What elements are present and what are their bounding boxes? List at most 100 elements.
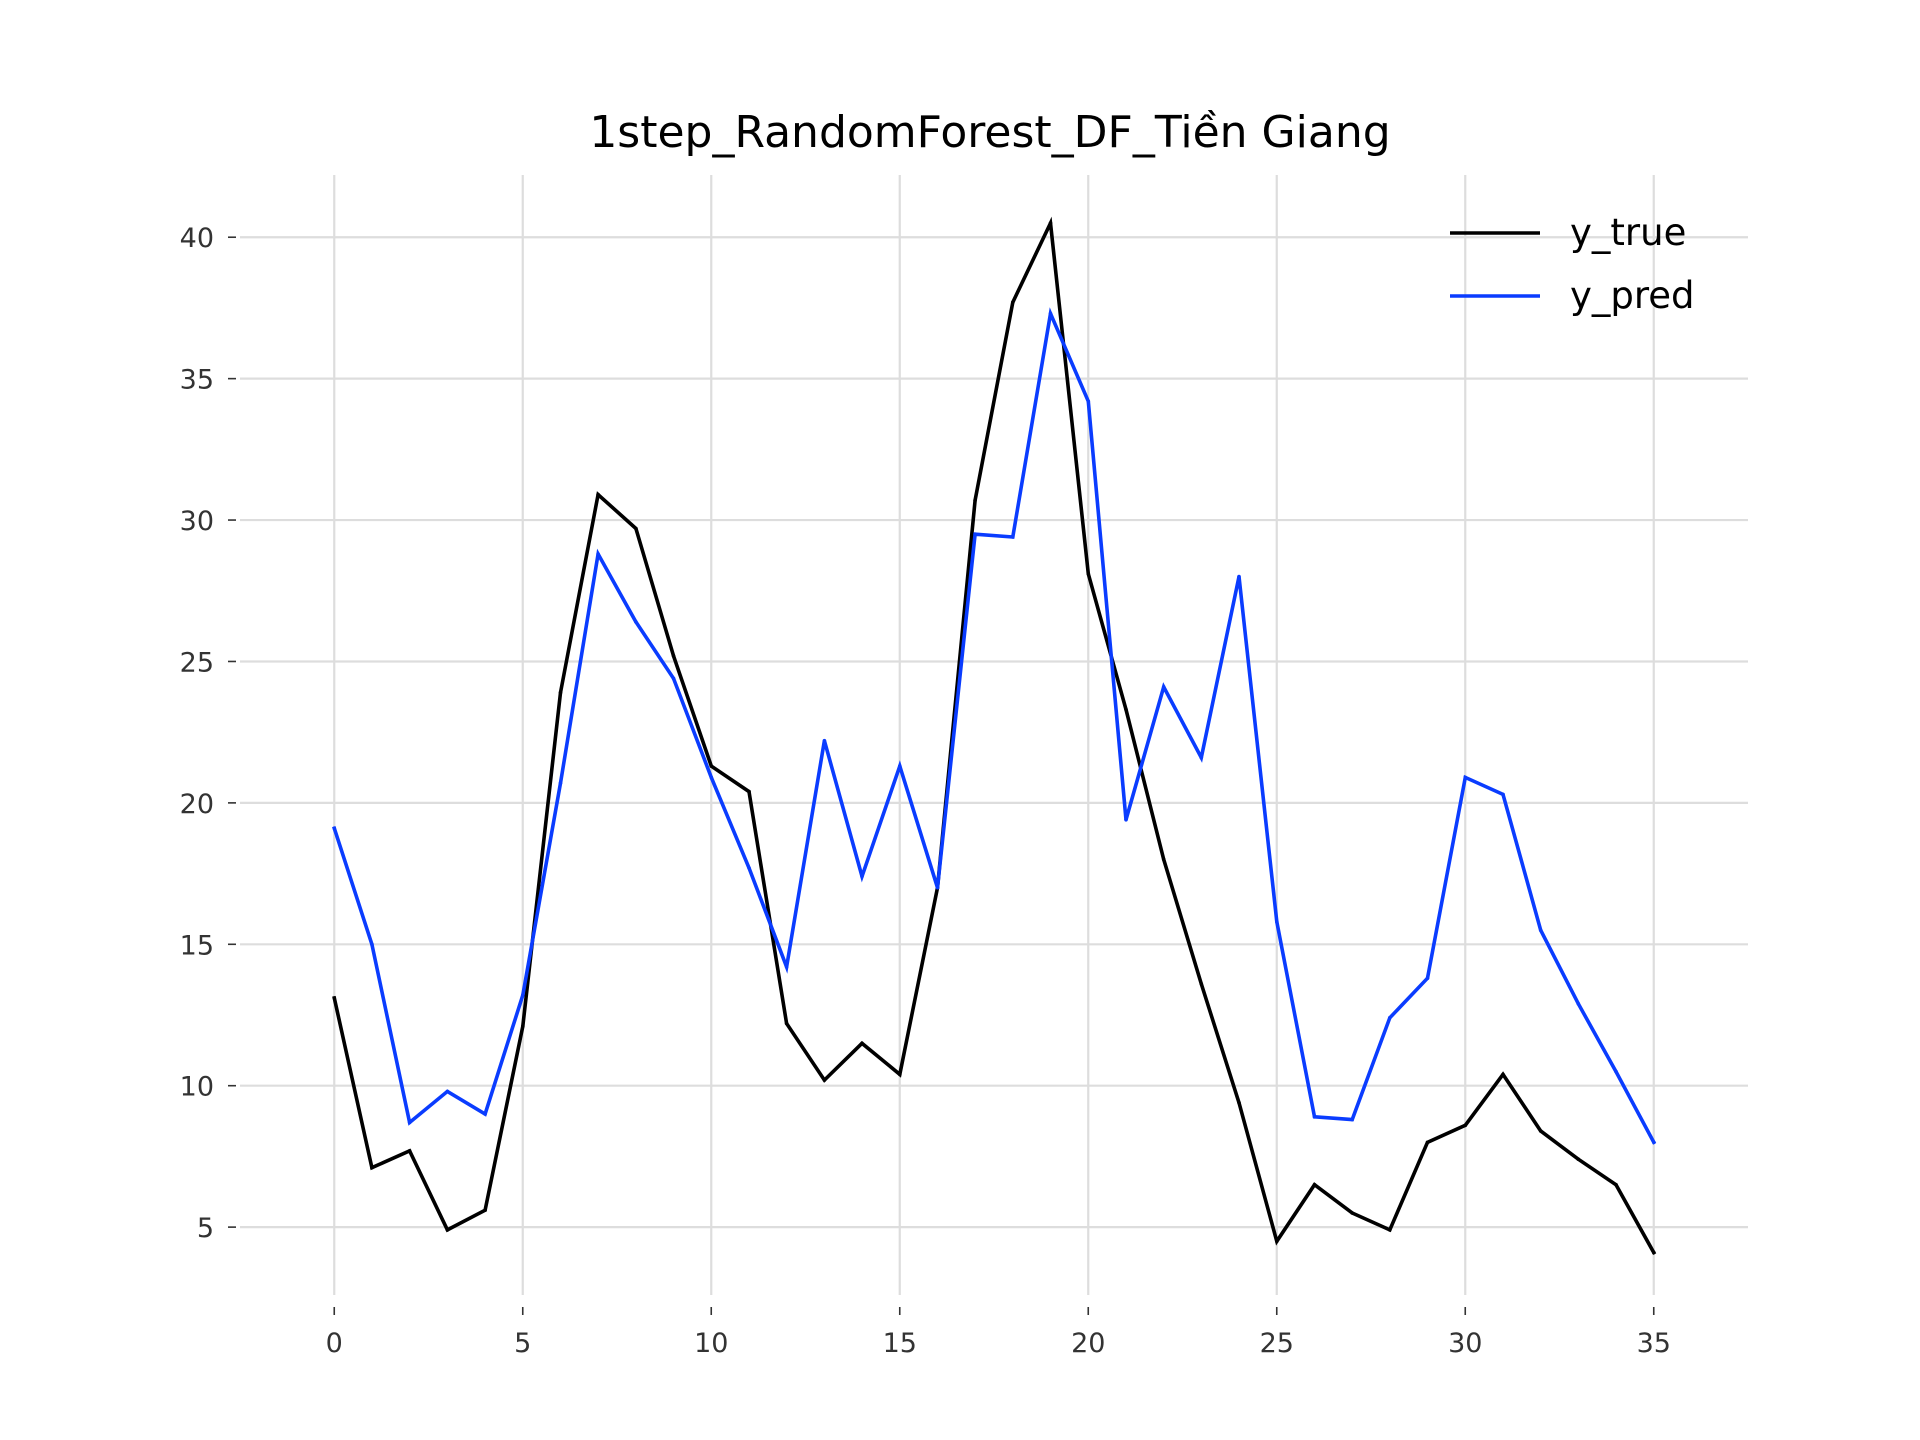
- data-point-y_true: [1501, 1072, 1505, 1077]
- data-point-y_pred: [784, 965, 789, 969]
- data-point-y_true: [1124, 707, 1128, 712]
- series-line-y_true: [332, 216, 1657, 1256]
- data-point-y_true: [1161, 857, 1166, 862]
- data-point-y_true: [407, 1149, 412, 1153]
- data-point-y_true: [445, 1228, 450, 1232]
- data-point-y_pred: [671, 676, 676, 681]
- x-tick-label: 30: [1448, 1328, 1482, 1359]
- y-tick-label: 20: [180, 789, 214, 820]
- data-point-y_true: [1538, 1129, 1543, 1133]
- y-tick-label: 30: [180, 506, 214, 537]
- data-point-y_pred: [1086, 399, 1091, 404]
- y-tick-label: 5: [197, 1213, 214, 1244]
- x-tick-label: 25: [1260, 1328, 1294, 1359]
- y-tick-label: 35: [180, 365, 214, 396]
- data-point-y_pred: [1275, 919, 1279, 924]
- data-point-y_true: [370, 1165, 374, 1170]
- data-point-y_pred: [521, 993, 525, 997]
- data-point-y_true: [1011, 300, 1015, 305]
- data-point-y_true: [709, 764, 714, 768]
- y-tick-label: 25: [180, 647, 214, 678]
- chart-title: 1step_RandomForest_DF_Tiền Giang: [589, 107, 1390, 158]
- x-tick-label: 20: [1071, 1328, 1105, 1359]
- data-point-y_true: [1425, 1140, 1430, 1145]
- data-point-y_pred: [1237, 574, 1241, 579]
- data-point-y_pred: [1199, 755, 1204, 760]
- x-tick-label: 5: [514, 1328, 531, 1359]
- data-point-y_pred: [332, 826, 337, 831]
- data-point-y_true: [1086, 572, 1091, 576]
- data-point-y_true: [634, 526, 638, 531]
- series-y_true: [332, 216, 1657, 1256]
- legend-label-y_true: y_true: [1570, 211, 1686, 254]
- data-point-y_true: [822, 1078, 827, 1082]
- x-tick-label: 0: [326, 1328, 343, 1359]
- data-point-y_pred: [1011, 535, 1015, 539]
- data-point-y_pred: [973, 532, 977, 536]
- data-point-y_true: [1614, 1182, 1618, 1187]
- data-point-y_true: [1237, 1100, 1241, 1105]
- data-point-y_pred: [1614, 1069, 1618, 1074]
- data-point-y_pred: [860, 874, 864, 879]
- data-point-y_true: [1652, 1250, 1656, 1255]
- data-point-y_true: [1350, 1211, 1354, 1215]
- data-point-y_true: [1275, 1239, 1279, 1244]
- data-point-y_true: [558, 690, 563, 695]
- data-point-y_pred: [1161, 685, 1166, 689]
- x-tick-label: 15: [883, 1328, 917, 1359]
- y-tick-label: 15: [180, 930, 214, 961]
- axis-ticks: 0 5 10 15 20 25 30 35 5 10 15 20 25 30 35 40: [180, 223, 1671, 1359]
- data-point-y_pred: [634, 620, 638, 624]
- data-point-y_true: [1463, 1123, 1468, 1128]
- series-group: [332, 216, 1657, 1256]
- data-point-y_true: [332, 996, 337, 1000]
- data-point-y_true: [1576, 1157, 1581, 1161]
- data-point-y_pred: [935, 885, 940, 890]
- data-point-y_pred: [1652, 1140, 1656, 1145]
- data-point-y_pred: [1048, 311, 1053, 316]
- data-point-y_true: [596, 492, 600, 497]
- data-point-y_pred: [1124, 818, 1128, 822]
- data-point-y_pred: [1538, 928, 1543, 932]
- data-point-y_pred: [407, 1120, 412, 1125]
- data-point-y_pred: [1312, 1115, 1317, 1119]
- data-point-y_pred: [370, 942, 374, 947]
- data-point-y_pred: [1350, 1117, 1354, 1122]
- data-point-y_pred: [747, 866, 751, 870]
- data-point-y_true: [747, 789, 751, 794]
- data-point-y_true: [1048, 221, 1053, 225]
- data-point-y_pred: [1425, 976, 1430, 980]
- x-tick-label: 10: [694, 1328, 728, 1359]
- data-point-y_pred: [596, 552, 600, 556]
- data-point-y_pred: [898, 764, 902, 768]
- data-point-y_true: [483, 1208, 487, 1212]
- data-point-y_true: [898, 1072, 902, 1077]
- data-point-y_pred: [822, 738, 827, 743]
- data-point-y_true: [1312, 1182, 1317, 1187]
- data-point-y_pred: [483, 1112, 487, 1116]
- data-point-y_pred: [709, 775, 714, 780]
- x-tick-label: 35: [1637, 1328, 1671, 1359]
- data-point-y_pred: [445, 1089, 450, 1094]
- data-point-y_pred: [1501, 792, 1505, 797]
- data-point-y_true: [973, 498, 977, 503]
- data-point-y_true: [784, 1021, 789, 1026]
- data-point-y_pred: [1463, 775, 1468, 780]
- series-line-y_pred: [332, 307, 1657, 1145]
- grid: [240, 175, 1748, 1295]
- data-point-y_pred: [558, 781, 563, 785]
- y-tick-label: 10: [180, 1072, 214, 1103]
- data-point-y_true: [671, 654, 676, 658]
- legend: y_true y_pred: [1450, 211, 1695, 317]
- data-point-y_true: [1199, 982, 1204, 986]
- y-tick-label: 40: [180, 223, 214, 254]
- legend-label-y_pred: y_pred: [1570, 274, 1695, 317]
- data-point-y_true: [1388, 1228, 1392, 1232]
- series-y_pred: [332, 307, 1657, 1145]
- data-point-y_true: [860, 1041, 864, 1046]
- data-point-y_pred: [1576, 1001, 1581, 1006]
- data-point-y_pred: [1388, 1016, 1392, 1020]
- data-point-y_true: [521, 1024, 525, 1029]
